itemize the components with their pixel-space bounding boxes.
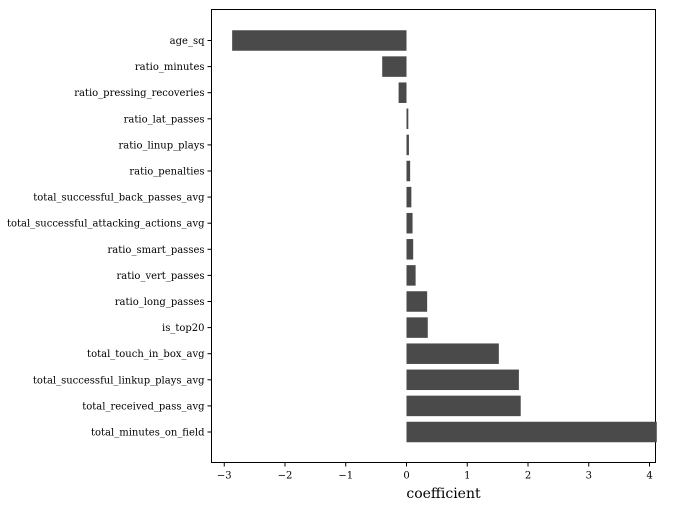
category-label: ratio_pressing_recoveries <box>74 88 204 99</box>
category-labels: age_sq ratio_minutes ratio_pressing_recove… <box>7 36 212 439</box>
bar-ratio_long_passes <box>406 291 428 312</box>
category-label: is_top20 <box>162 323 205 334</box>
category-label: age_sq <box>170 36 205 47</box>
x-tick-label: −3 <box>217 471 232 482</box>
x-axis-title: coefficient <box>406 486 481 502</box>
category-label: ratio_minutes <box>135 62 205 73</box>
category-label: ratio_vert_passes <box>116 271 204 282</box>
category-label: ratio_penalties <box>129 167 204 178</box>
bar-total_minutes_on_field <box>406 421 657 443</box>
category-label: total_successful_linkup_plays_avg <box>33 375 205 386</box>
x-tick-label: 4 <box>646 471 652 482</box>
bars-layer <box>232 30 657 443</box>
category-label: ratio_long_passes <box>115 297 205 308</box>
bar-ratio_smart_passes <box>406 239 414 260</box>
bar-total_received_pass_avg <box>406 395 521 417</box>
category-label: ratio_lat_passes <box>124 114 205 125</box>
bar-ratio_linup_plays <box>406 134 409 156</box>
bar-ratio_minutes <box>382 56 407 77</box>
x-tick-label: 0 <box>403 471 409 482</box>
x-tick-label: 3 <box>586 471 592 482</box>
category-label: total_minutes_on_field <box>91 428 205 439</box>
category-label: total_successful_back_passes_avg <box>33 193 205 204</box>
x-tick-label: 1 <box>464 471 470 482</box>
bar-ratio_pressing_recoveries <box>398 82 407 103</box>
bar-ratio_vert_passes <box>406 265 416 286</box>
category-label: total_received_pass_avg <box>82 401 205 412</box>
bar-total_successful_attacking_actions_avg <box>406 212 413 234</box>
plot-frame <box>211 9 656 463</box>
bar-is_top20 <box>406 317 428 338</box>
category-label: ratio_linup_plays <box>118 140 204 151</box>
bar-total_touch_in_box_avg <box>406 343 499 364</box>
category-label: ratio_smart_passes <box>107 245 204 256</box>
x-axis-ticks: −3 −2 −1 0 1 2 3 4 <box>217 462 653 482</box>
bar-ratio_lat_passes <box>406 108 409 130</box>
category-label: total_successful_attacking_actions_avg <box>7 219 205 230</box>
x-tick-label: −1 <box>338 471 353 482</box>
x-tick-label: 2 <box>525 471 531 482</box>
bar-total_successful_linkup_plays_avg <box>406 369 519 391</box>
bar-total_successful_back_passes_avg <box>406 186 412 208</box>
bar-ratio_penalties <box>406 160 411 182</box>
bar-age_sq <box>232 30 407 51</box>
category-label: total_touch_in_box_avg <box>87 349 205 360</box>
x-tick-label: −2 <box>278 471 293 482</box>
